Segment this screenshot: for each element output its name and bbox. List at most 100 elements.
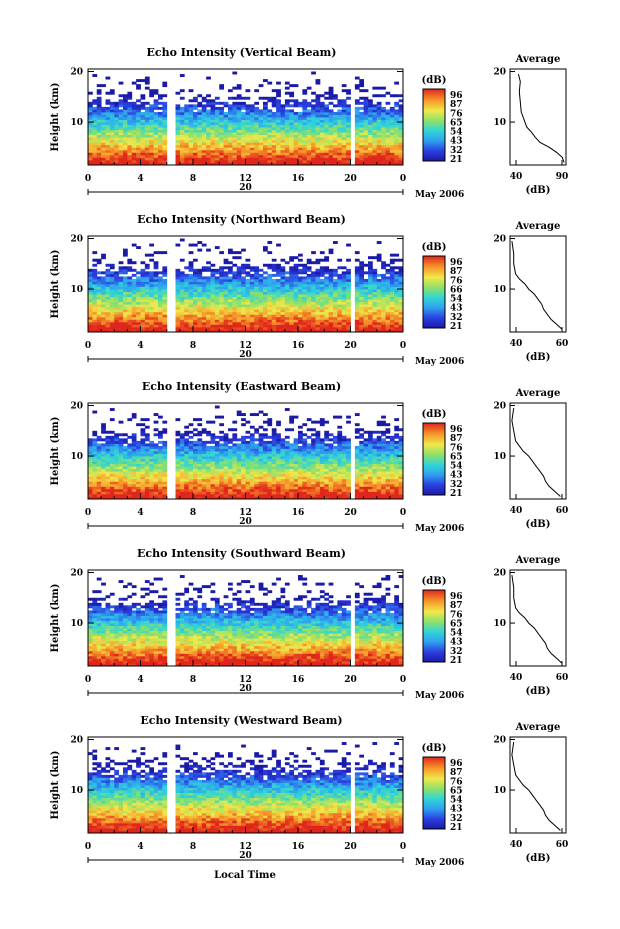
heatmap-cell bbox=[105, 448, 111, 452]
colorbar-unit: (dB) bbox=[422, 242, 447, 253]
heatmap-cell bbox=[315, 311, 321, 315]
heatmap-cell bbox=[179, 451, 185, 454]
heatmap-cell bbox=[341, 266, 347, 270]
heatmap-cell bbox=[179, 96, 185, 100]
heatmap-cell bbox=[197, 117, 203, 120]
heatmap-cell bbox=[333, 294, 338, 298]
heatmap-cell bbox=[179, 299, 185, 303]
heatmap-cell bbox=[197, 453, 203, 457]
heatmap-cell bbox=[289, 273, 295, 277]
heatmap-cell bbox=[236, 134, 242, 138]
heatmap-cell bbox=[223, 329, 229, 333]
heatmap-cell bbox=[118, 456, 124, 459]
heatmap-cell bbox=[123, 159, 128, 163]
heatmap-cell bbox=[337, 324, 343, 328]
heatmap-cell bbox=[153, 139, 159, 143]
heatmap-cell bbox=[328, 299, 334, 303]
heatmap-cell bbox=[223, 461, 229, 465]
heatmap-cell bbox=[188, 114, 194, 118]
heatmap-cell bbox=[179, 276, 185, 280]
heatmap-cell bbox=[149, 491, 155, 495]
heatmap-cell bbox=[136, 109, 141, 113]
heatmap-cell bbox=[249, 304, 255, 308]
heatmap-cell bbox=[280, 284, 286, 287]
heatmap-cell bbox=[184, 114, 190, 118]
heatmap-cell bbox=[346, 243, 351, 247]
heatmap-cell bbox=[158, 154, 163, 158]
heatmap-cell bbox=[328, 154, 334, 158]
heatmap-cell bbox=[188, 286, 194, 290]
heatmap-cell bbox=[197, 491, 203, 495]
heatmap-cell bbox=[96, 129, 102, 133]
heatmap-cell bbox=[127, 453, 133, 457]
heatmap-cell bbox=[319, 147, 325, 151]
heatmap-cell bbox=[131, 435, 137, 439]
heatmap-cell bbox=[354, 99, 360, 103]
heatmap-cell bbox=[394, 319, 400, 323]
heatmap-cell bbox=[263, 149, 268, 153]
heatmap-cell bbox=[324, 281, 330, 285]
heatmap-cell bbox=[258, 273, 264, 277]
heatmap-cell bbox=[149, 299, 155, 303]
heatmap-cell bbox=[267, 453, 273, 457]
heatmap-cell bbox=[368, 263, 373, 267]
heatmap-cell bbox=[206, 430, 211, 434]
heatmap-cell bbox=[188, 276, 194, 280]
heatmap-cell bbox=[245, 273, 251, 277]
heatmap-cell bbox=[162, 268, 168, 272]
heatmap-cell bbox=[232, 157, 238, 161]
heatmap-cell bbox=[311, 321, 316, 325]
heatmap-cell bbox=[276, 278, 281, 282]
heatmap-cell bbox=[368, 271, 373, 275]
heatmap-cell bbox=[328, 326, 334, 330]
heatmap-cell bbox=[376, 278, 382, 282]
heatmap-cell bbox=[289, 137, 295, 141]
heatmap-cell bbox=[298, 144, 303, 148]
heatmap-cell bbox=[188, 149, 194, 153]
heatmap-cell bbox=[254, 162, 260, 166]
heatmap-cell bbox=[131, 473, 137, 477]
heatmap-cell bbox=[109, 127, 115, 131]
heatmap-cell bbox=[385, 124, 391, 128]
heatmap-cell bbox=[254, 152, 260, 156]
heatmap-cell bbox=[184, 461, 190, 465]
heatmap-cell bbox=[368, 309, 373, 313]
heatmap-cell bbox=[289, 132, 295, 136]
heatmap-cell bbox=[306, 289, 312, 292]
heatmap-cell bbox=[363, 157, 369, 161]
heatmap-cell bbox=[254, 463, 260, 467]
heatmap-cell bbox=[136, 294, 141, 298]
heatmap-cell bbox=[236, 488, 242, 492]
heatmap-cell bbox=[249, 438, 255, 442]
heatmap-cell bbox=[219, 266, 225, 270]
heatmap-cell bbox=[346, 109, 351, 113]
heatmap-cell bbox=[385, 311, 391, 315]
heatmap-cell bbox=[184, 106, 190, 110]
heatmap-cell bbox=[363, 101, 369, 105]
heatmap-cell bbox=[276, 127, 281, 131]
heatmap-cell bbox=[341, 273, 347, 277]
heatmap-cell bbox=[210, 139, 216, 143]
heatmap-cell bbox=[201, 301, 207, 305]
heatmap-cell bbox=[206, 314, 211, 318]
heatmap-cell bbox=[236, 319, 242, 323]
heatmap-cell bbox=[385, 162, 391, 166]
heatmap-cell bbox=[223, 124, 229, 128]
heatmap-cell bbox=[127, 134, 133, 138]
heatmap-cell bbox=[175, 476, 181, 480]
heatmap-cell bbox=[140, 314, 146, 318]
heatmap-cell bbox=[359, 132, 365, 136]
heatmap-cell bbox=[188, 268, 194, 272]
heatmap-cell bbox=[284, 124, 290, 128]
heatmap-cell bbox=[263, 284, 268, 287]
heatmap-cell bbox=[271, 134, 277, 138]
heatmap-cell bbox=[123, 144, 128, 148]
heatmap-cell bbox=[236, 471, 242, 475]
heatmap-cell bbox=[381, 152, 386, 156]
heatmap-cell bbox=[368, 281, 373, 285]
heatmap-cell bbox=[88, 468, 93, 472]
heatmap-cell bbox=[389, 276, 395, 280]
heatmap-cell bbox=[311, 326, 316, 330]
heatmap-cell bbox=[267, 289, 273, 292]
heatmap-cell bbox=[315, 79, 321, 83]
